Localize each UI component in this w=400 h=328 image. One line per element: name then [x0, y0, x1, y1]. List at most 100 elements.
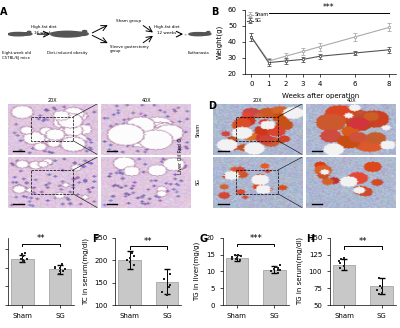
X-axis label: Weeks after operation: Weeks after operation — [282, 93, 359, 99]
Bar — [156, 282, 178, 328]
Ellipse shape — [189, 32, 208, 36]
Point — [57, 266, 63, 271]
Point — [52, 265, 58, 270]
Point — [164, 293, 170, 298]
Text: **: ** — [37, 234, 45, 243]
Point — [276, 262, 283, 267]
Text: H: H — [307, 235, 315, 244]
Point — [228, 255, 235, 260]
Point — [59, 261, 66, 267]
Text: ***: *** — [249, 234, 262, 243]
Y-axis label: TC in serum(mg/dl): TC in serum(mg/dl) — [82, 238, 88, 305]
Point — [234, 255, 240, 260]
Point — [166, 284, 172, 290]
Point — [335, 259, 342, 264]
Text: F: F — [92, 235, 99, 244]
Point — [167, 282, 173, 287]
Text: Sleeve gastrectomy: Sleeve gastrectomy — [110, 45, 149, 49]
Point — [24, 257, 30, 262]
Bar — [49, 269, 71, 305]
Point — [127, 260, 133, 265]
Bar — [236, 117, 278, 141]
Point — [233, 256, 239, 262]
Text: Diet-induced obesity: Diet-induced obesity — [47, 51, 88, 55]
Text: **: ** — [144, 237, 153, 246]
Text: ***: *** — [323, 3, 335, 12]
Point — [131, 262, 137, 267]
Text: Sham: Sham — [196, 123, 201, 137]
Point — [274, 268, 281, 273]
Point — [379, 290, 385, 296]
Text: G: G — [199, 235, 207, 244]
Text: SG: SG — [196, 178, 201, 185]
Point — [271, 266, 277, 271]
Point — [337, 261, 343, 266]
Text: **: ** — [359, 237, 367, 246]
Text: High-fat diet: High-fat diet — [154, 25, 179, 29]
Point — [20, 254, 26, 259]
Point — [126, 255, 133, 260]
Point — [167, 271, 174, 276]
Bar — [333, 265, 355, 328]
Ellipse shape — [207, 31, 210, 32]
Bar — [370, 286, 393, 328]
Point — [22, 250, 28, 255]
Title: 20X: 20X — [48, 98, 58, 103]
Point — [337, 265, 343, 271]
Bar — [118, 260, 141, 328]
Text: A: A — [0, 7, 7, 17]
Point — [56, 271, 62, 276]
Point — [238, 254, 244, 259]
Text: Liver Oil Red O: Liver Oil Red O — [178, 138, 182, 174]
Ellipse shape — [22, 33, 32, 35]
Point — [272, 265, 279, 270]
Bar — [236, 170, 278, 194]
Point — [52, 264, 58, 270]
Point — [232, 252, 238, 257]
Point — [268, 269, 275, 274]
Text: 16 weeks: 16 weeks — [34, 31, 54, 35]
Point — [375, 276, 382, 281]
Point — [379, 286, 386, 291]
Point — [60, 269, 66, 274]
Point — [229, 256, 236, 261]
Title: 40X: 40X — [141, 98, 151, 103]
Title: 20X: 20X — [253, 98, 263, 103]
Point — [274, 265, 281, 271]
Y-axis label: TG in serum(mg/dl): TG in serum(mg/dl) — [296, 237, 303, 305]
Point — [20, 259, 27, 264]
Text: Sham group: Sham group — [116, 19, 142, 23]
Title: 40X: 40X — [346, 98, 356, 103]
Bar — [11, 259, 34, 305]
Point — [377, 284, 383, 289]
Point — [57, 268, 64, 273]
Text: Euthanasia: Euthanasia — [187, 51, 209, 55]
Point — [275, 271, 281, 276]
Bar — [263, 270, 286, 305]
Ellipse shape — [51, 31, 84, 37]
Point — [158, 290, 165, 295]
Text: B: B — [211, 7, 218, 17]
Point — [161, 277, 167, 282]
Bar — [31, 170, 73, 194]
Bar — [226, 258, 248, 305]
Text: group: group — [110, 50, 122, 53]
Point — [375, 292, 382, 297]
Text: D: D — [208, 101, 216, 111]
Ellipse shape — [8, 32, 28, 36]
Point — [237, 257, 244, 262]
Bar — [31, 117, 73, 141]
Ellipse shape — [76, 32, 88, 35]
Y-axis label: TG in liver(mg/g): TG in liver(mg/g) — [194, 242, 200, 301]
Point — [131, 253, 137, 258]
Point — [20, 257, 26, 263]
Point — [124, 257, 130, 263]
Text: 12 weeks: 12 weeks — [157, 31, 176, 35]
Point — [341, 263, 347, 269]
Point — [21, 258, 27, 264]
Point — [373, 288, 380, 293]
Point — [18, 252, 25, 257]
Point — [18, 256, 25, 261]
Ellipse shape — [82, 31, 87, 32]
Point — [129, 251, 135, 256]
